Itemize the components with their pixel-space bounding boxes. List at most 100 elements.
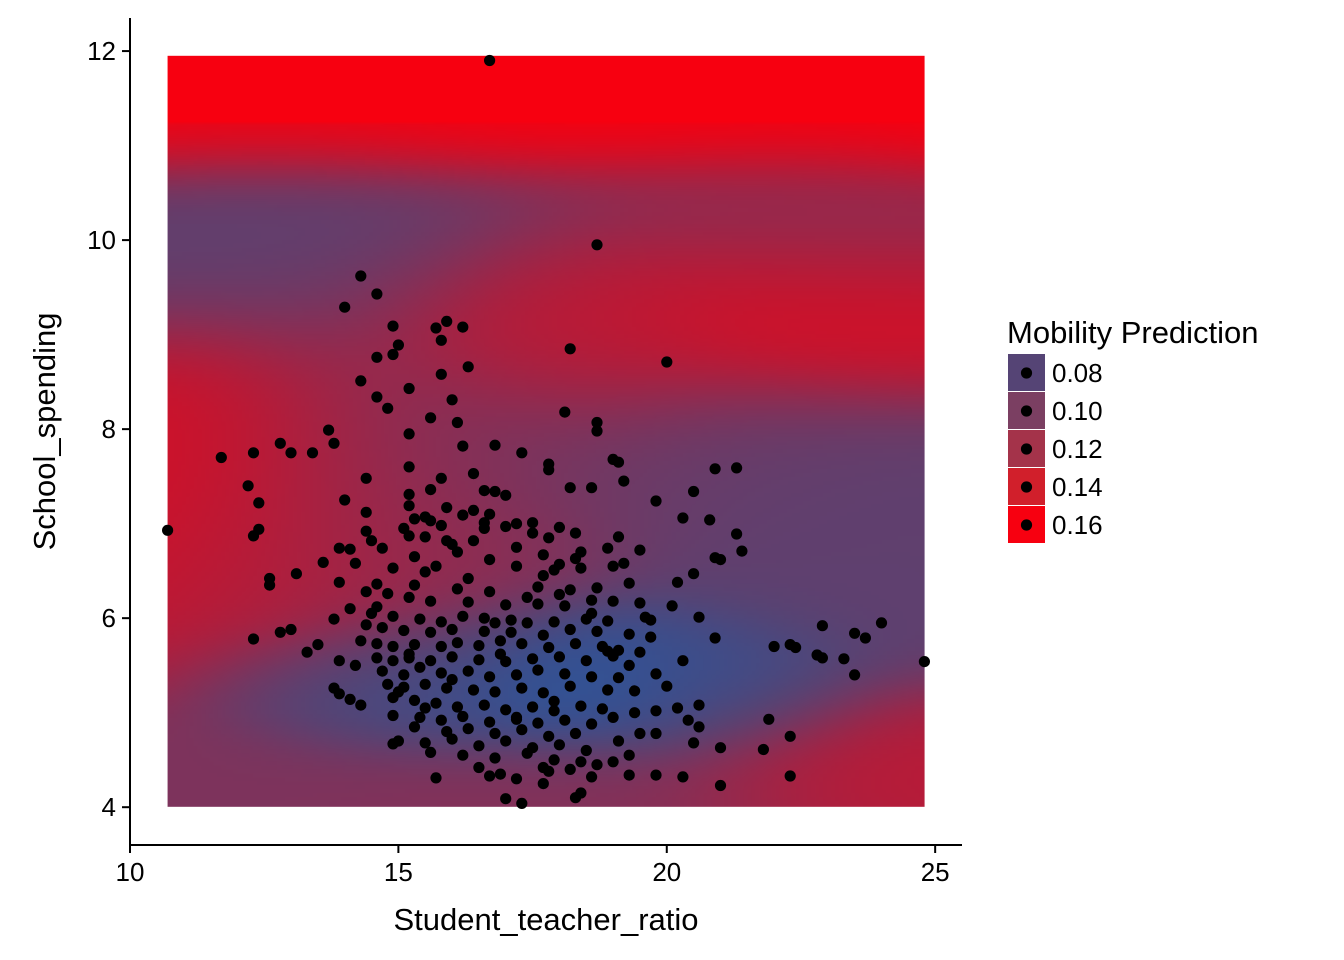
data-point xyxy=(489,485,501,498)
data-point xyxy=(392,686,404,698)
data-point xyxy=(553,588,566,601)
data-point xyxy=(569,553,582,565)
data-point xyxy=(285,447,297,459)
data-point xyxy=(586,607,598,620)
data-point xyxy=(527,653,539,665)
data-point xyxy=(634,646,646,658)
data-point xyxy=(564,680,576,692)
x-tick-label: 25 xyxy=(921,857,950,887)
data-point xyxy=(371,652,383,664)
data-point xyxy=(634,544,646,556)
data-point xyxy=(516,797,528,810)
data-point xyxy=(425,484,437,496)
legend: Mobility Prediction 0.08 0.10 0.12 0.14 0.16 xyxy=(1007,315,1259,543)
data-point xyxy=(467,468,480,480)
data-point xyxy=(371,391,383,403)
data-point xyxy=(371,578,383,590)
data-point xyxy=(623,749,635,761)
data-point xyxy=(564,763,576,776)
data-point xyxy=(564,623,576,636)
data-point xyxy=(323,424,335,436)
data-point xyxy=(548,695,560,707)
data-point xyxy=(591,582,603,594)
data-point xyxy=(714,742,727,754)
data-point xyxy=(473,654,485,666)
data-point xyxy=(425,655,437,667)
data-point xyxy=(387,738,399,750)
data-point xyxy=(564,482,576,494)
data-point xyxy=(548,616,560,628)
data-point xyxy=(435,519,447,532)
legend-label: 0.12 xyxy=(1052,434,1103,464)
legend-key-point xyxy=(1020,367,1033,379)
data-point xyxy=(709,632,721,644)
data-point xyxy=(510,541,523,553)
data-point xyxy=(473,761,485,774)
data-point xyxy=(731,528,743,540)
data-point xyxy=(435,667,447,679)
data-point xyxy=(500,704,512,716)
data-point xyxy=(441,315,453,327)
data-point xyxy=(510,669,523,681)
legend-key-point xyxy=(1020,519,1033,531)
data-point xyxy=(408,694,421,707)
data-point xyxy=(446,651,458,663)
data-point xyxy=(430,697,442,709)
data-point xyxy=(559,714,571,726)
data-point xyxy=(462,723,474,735)
data-point xyxy=(478,522,490,535)
data-point xyxy=(494,635,506,647)
data-point xyxy=(489,727,501,740)
data-point xyxy=(446,674,458,686)
data-point xyxy=(629,707,641,719)
data-point xyxy=(757,743,770,756)
data-point xyxy=(457,321,469,333)
data-point xyxy=(693,699,705,711)
data-point xyxy=(408,513,421,525)
data-point xyxy=(441,682,453,694)
data-point xyxy=(688,485,700,498)
data-point xyxy=(403,591,415,604)
data-point xyxy=(339,494,351,506)
data-point xyxy=(446,733,458,745)
data-point xyxy=(790,641,802,654)
data-point xyxy=(553,739,566,751)
data-point xyxy=(677,655,689,667)
data-point xyxy=(650,495,662,507)
data-point xyxy=(500,489,512,501)
data-point xyxy=(612,735,625,747)
data-point xyxy=(360,619,372,631)
data-point xyxy=(548,705,560,717)
data-point xyxy=(607,711,619,724)
data-point xyxy=(521,591,533,604)
data-point xyxy=(650,705,662,717)
data-point xyxy=(451,546,463,558)
data-point xyxy=(543,765,555,777)
data-point xyxy=(451,637,463,649)
data-point xyxy=(918,656,931,668)
data-point xyxy=(349,659,361,672)
data-point xyxy=(333,655,345,667)
data-point xyxy=(612,456,625,468)
data-point xyxy=(784,730,796,742)
data-point xyxy=(704,514,716,526)
data-point xyxy=(301,646,313,658)
data-point xyxy=(564,343,576,355)
data-point xyxy=(484,54,496,67)
data-point xyxy=(661,680,673,692)
data-point xyxy=(666,600,678,612)
data-point xyxy=(435,616,447,628)
axes xyxy=(129,18,962,846)
data-point xyxy=(467,504,480,516)
data-point xyxy=(859,632,872,644)
data-point xyxy=(344,693,356,706)
data-point xyxy=(532,581,544,593)
data-point xyxy=(339,301,351,313)
data-point xyxy=(425,515,437,527)
data-point xyxy=(688,737,700,749)
data-point xyxy=(419,531,431,543)
data-point xyxy=(376,542,388,554)
data-point xyxy=(650,668,662,680)
data-point xyxy=(382,588,394,600)
data-point xyxy=(784,770,796,782)
